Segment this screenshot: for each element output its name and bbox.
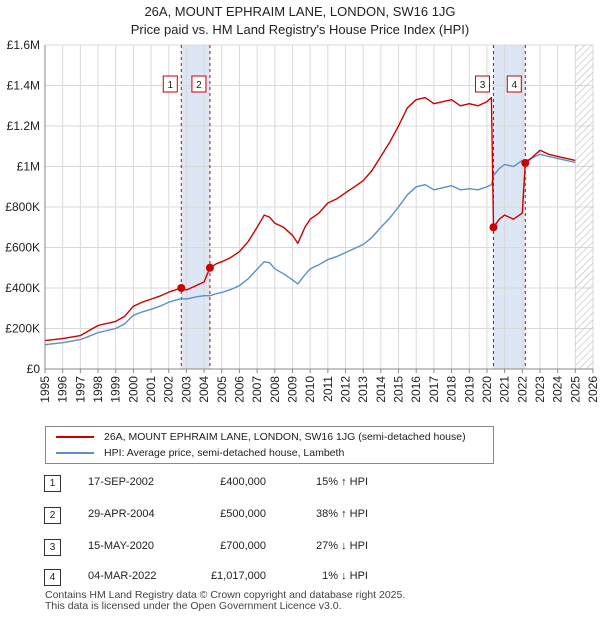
x-tick-label: 2020 (480, 376, 494, 403)
transaction-row: 3 15-MAY-2020 £700,000 27% ↓ HPI (38, 538, 438, 558)
x-tick-label: 1995 (38, 376, 52, 403)
transaction-date: 04-MAR-2022 (88, 570, 157, 582)
x-tick-label: 2025 (568, 376, 582, 403)
x-tick-label: 2012 (339, 376, 353, 403)
footer-copyright: Contains HM Land Registry data © Crown c… (45, 589, 406, 601)
x-tick-label: 2013 (356, 376, 370, 403)
transaction-marker-label: 2 (196, 80, 202, 91)
transaction-point (521, 159, 530, 168)
x-tick-label: 2005 (215, 376, 229, 403)
x-tick-label: 2016 (409, 376, 423, 403)
transaction-date: 15-MAY-2020 (88, 540, 155, 552)
transaction-row: 4 04-MAR-2022 £1,017,000 1% ↓ HPI (38, 568, 438, 588)
legend-label-price: 26A, MOUNT EPHRAIM LANE, LONDON, SW16 1J… (104, 431, 466, 443)
x-tick-label: 2008 (268, 376, 282, 403)
transaction-marker (506, 75, 522, 93)
legend-item-hpi: HPI: Average price, semi-detached house,… (56, 445, 344, 461)
transaction-point (489, 223, 498, 232)
legend-label-hpi: HPI: Average price, semi-detached house,… (104, 447, 345, 459)
x-tick-label: 2014 (374, 376, 388, 403)
transaction-marker-label: 1 (168, 80, 174, 91)
transaction-number: 2 (44, 507, 61, 524)
price-chart: 1 2 3 4 £0 £200K £400K £600K £800K £1M £1.2M £1.4M… (5, 38, 600, 403)
footer-license: This data is licensed under the Open Gov… (45, 600, 342, 612)
chart-subtitle: Price paid vs. HM Land Registry's House … (130, 22, 470, 37)
future-hatch-region (575, 45, 593, 369)
x-tick-label: 2021 (498, 376, 512, 403)
x-tick-label: 2010 (303, 376, 317, 403)
transaction-number: 4 (44, 569, 61, 586)
x-tick-label: 2015 (392, 376, 406, 403)
transaction-number: 1 (44, 475, 61, 492)
x-tick-label: 2019 (462, 376, 476, 403)
y-tick-label: £600K (5, 241, 40, 255)
legend-swatch-price (56, 436, 94, 439)
x-tick-label: 2011 (321, 376, 335, 402)
transaction-date: 29-APR-2004 (88, 508, 155, 520)
x-tick-label: 1996 (56, 376, 70, 403)
transaction-point (205, 263, 214, 272)
y-tick-label: £1M (17, 160, 40, 174)
transaction-marker (162, 75, 178, 93)
x-tick-label: 1997 (73, 376, 87, 403)
x-tick-label: 2022 (515, 376, 529, 403)
transaction-price: £1,017,000 (210, 570, 266, 582)
hpi-line (44, 153, 576, 346)
transaction-row: 1 17-SEP-2002 £400,000 15% ↑ HPI (38, 474, 438, 494)
transaction-row: 2 29-APR-2004 £500,000 38% ↑ HPI (38, 506, 438, 526)
chart-legend: 26A, MOUNT EPHRAIM LANE, LONDON, SW16 1J… (45, 426, 494, 464)
transaction-hpi-diff: 1% ↓ HPI (322, 570, 368, 582)
x-tick-label: 1999 (109, 376, 123, 403)
y-tick-label: £800K (5, 200, 40, 214)
x-tick-label: 2006 (232, 376, 246, 403)
footer: Contains HM Land Registry data © Crown c… (45, 590, 405, 612)
transaction-marker (191, 75, 207, 93)
y-tick-label: £1.2M (7, 119, 40, 133)
legend-swatch-hpi (56, 452, 94, 455)
x-tick-label: 2009 (285, 376, 299, 403)
legend-item-price: 26A, MOUNT EPHRAIM LANE, LONDON, SW16 1J… (56, 429, 466, 445)
x-tick-label: 2000 (126, 376, 140, 403)
x-tick-label: 2003 (179, 376, 193, 403)
x-tick-label: 2026 (586, 376, 600, 403)
x-tick-label: 2023 (533, 376, 547, 403)
transaction-marker-label: 3 (480, 80, 486, 91)
y-tick-label: £400K (5, 281, 40, 295)
y-tick-label: £200K (5, 322, 40, 336)
transaction-price: £400,000 (220, 476, 266, 488)
y-tick-label: £1.4M (7, 79, 40, 93)
x-tick-label: 1998 (91, 376, 105, 403)
transaction-hpi-diff: 27% ↓ HPI (316, 540, 368, 552)
transaction-hpi-diff: 15% ↑ HPI (316, 476, 368, 488)
transaction-price: £500,000 (220, 508, 266, 520)
y-tick-label: £0 (27, 362, 41, 376)
transaction-marker-label: 4 (512, 80, 518, 91)
transaction-number: 3 (44, 539, 61, 556)
transaction-marker (474, 75, 490, 93)
x-tick-label: 2001 (144, 376, 158, 403)
transaction-hpi-diff: 38% ↑ HPI (316, 508, 368, 520)
x-tick-label: 2017 (427, 376, 441, 403)
x-tick-label: 2004 (197, 376, 211, 403)
transaction-price: £700,000 (220, 540, 266, 552)
y-tick-label: £1.6M (7, 38, 40, 52)
chart-title: 26A, MOUNT EPHRAIM LANE, LONDON, SW16 1J… (144, 4, 456, 19)
x-tick-label: 2007 (250, 376, 264, 403)
x-tick-label: 2002 (162, 376, 176, 403)
transaction-point (177, 284, 186, 292)
x-tick-label: 2018 (445, 376, 459, 403)
x-tick-label: 2024 (551, 376, 565, 403)
transaction-date: 17-SEP-2002 (88, 476, 155, 488)
